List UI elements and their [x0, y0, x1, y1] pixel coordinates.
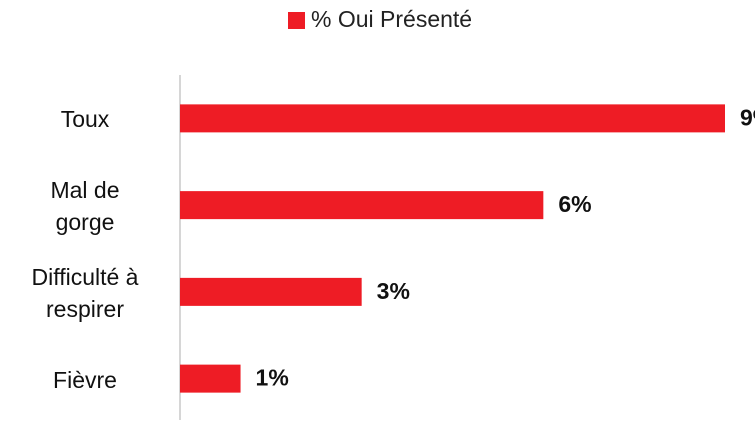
- category-label: Mal de gorge: [50, 177, 120, 236]
- bar: [180, 364, 241, 393]
- data-label: 6%: [558, 191, 591, 217]
- bar: [180, 277, 362, 306]
- legend-label: % Oui Présenté: [311, 6, 472, 32]
- category-label: Fièvre: [53, 366, 117, 393]
- category-label: Toux: [60, 106, 110, 133]
- category-label: Difficulté à respirer: [31, 263, 139, 322]
- data-label: 3%: [377, 278, 410, 304]
- data-label: 9%: [740, 104, 755, 130]
- bar: [180, 104, 725, 133]
- bar: [180, 191, 544, 220]
- legend-swatch: [288, 12, 305, 29]
- data-label: 1%: [256, 365, 289, 391]
